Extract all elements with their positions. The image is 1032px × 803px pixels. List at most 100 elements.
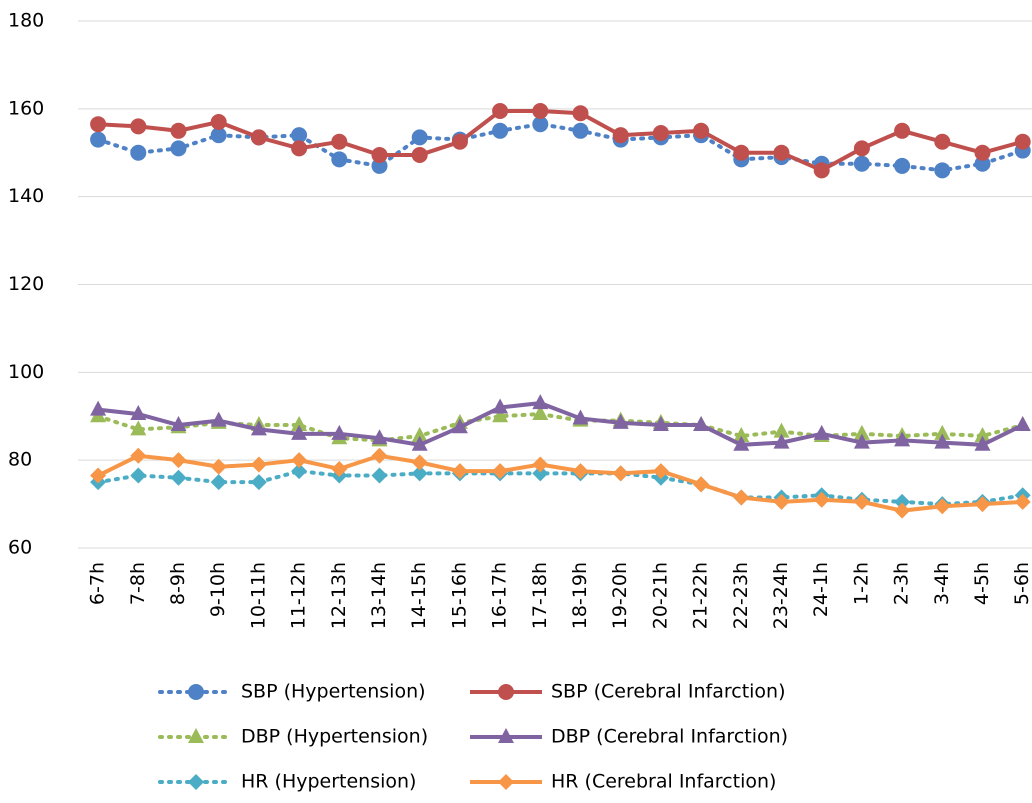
marker xyxy=(733,144,750,161)
x-tick-label: 11-12h xyxy=(288,562,310,629)
x-tick-label: 23-24h xyxy=(770,562,792,629)
marker xyxy=(492,122,509,139)
marker xyxy=(130,405,147,421)
line xyxy=(97,401,1024,447)
marker xyxy=(934,162,951,179)
marker xyxy=(652,463,669,480)
marker xyxy=(773,493,790,510)
marker xyxy=(371,157,388,174)
marker xyxy=(853,424,870,440)
marker xyxy=(411,454,428,471)
marker xyxy=(411,129,428,146)
y-tick-label: 120 xyxy=(8,273,44,295)
marker xyxy=(532,405,549,421)
marker xyxy=(934,133,951,150)
marker xyxy=(572,409,589,425)
marker xyxy=(291,416,308,432)
marker xyxy=(250,420,267,436)
marker xyxy=(291,127,308,144)
marker xyxy=(371,429,388,445)
marker xyxy=(210,458,227,475)
x-tick-label: 19-20h xyxy=(609,562,631,629)
x-tick-label: 24-1h xyxy=(810,562,832,617)
x-tick-label: 9-10h xyxy=(207,562,229,617)
marker xyxy=(853,140,870,157)
marker xyxy=(130,447,147,464)
marker xyxy=(130,144,147,161)
marker xyxy=(773,422,790,438)
series xyxy=(90,103,1031,179)
marker xyxy=(733,427,750,443)
marker xyxy=(492,103,509,120)
marker xyxy=(411,146,428,163)
line xyxy=(96,412,1025,443)
series xyxy=(90,394,1031,451)
x-tick-label: 1-2h xyxy=(850,562,872,605)
marker xyxy=(170,416,187,432)
marker xyxy=(532,394,549,410)
marker xyxy=(291,140,308,157)
marker xyxy=(492,463,509,480)
marker xyxy=(188,684,204,700)
marker xyxy=(974,144,991,161)
marker xyxy=(371,447,388,464)
marker xyxy=(733,489,750,506)
marker xyxy=(813,162,830,179)
x-tick-label: 5-6h xyxy=(1011,562,1032,605)
marker xyxy=(894,493,911,510)
legend-label: HR (Cerebral Infarction) xyxy=(551,771,776,793)
marker xyxy=(492,398,509,414)
marker xyxy=(411,427,428,443)
series xyxy=(90,447,1031,519)
marker xyxy=(612,465,629,482)
marker xyxy=(853,493,870,510)
y-tick-label: 180 xyxy=(8,10,44,32)
marker xyxy=(250,474,267,491)
legend-item: DBP (Cerebral Infarction) xyxy=(470,726,788,748)
marker xyxy=(291,452,308,469)
marker xyxy=(894,157,911,174)
marker xyxy=(934,498,951,515)
legend-item: HR (Cerebral Infarction) xyxy=(470,771,776,793)
legend-label: DBP (Cerebral Infarction) xyxy=(551,726,788,748)
legend-label: SBP (Hypertension) xyxy=(241,681,426,703)
marker xyxy=(498,684,514,700)
marker xyxy=(974,435,991,451)
x-tick-label: 22-23h xyxy=(730,562,752,629)
marker xyxy=(90,467,107,484)
marker xyxy=(894,122,911,139)
y-tick-label: 140 xyxy=(8,185,44,207)
marker xyxy=(652,124,669,141)
marker xyxy=(733,435,750,451)
marker xyxy=(331,151,348,168)
line xyxy=(96,469,1025,507)
marker xyxy=(492,407,509,423)
x-tick-label: 15-16h xyxy=(448,562,470,629)
marker xyxy=(188,728,204,743)
marker xyxy=(934,433,951,449)
marker xyxy=(532,465,549,482)
marker xyxy=(210,411,227,427)
marker xyxy=(572,463,589,480)
y-tick-label: 60 xyxy=(8,537,32,559)
marker xyxy=(331,460,348,477)
x-tick-label: 20-21h xyxy=(649,562,671,629)
x-tick-label: 8-9h xyxy=(167,562,189,605)
y-tick-label: 100 xyxy=(8,361,44,383)
x-tick-label: 6-7h xyxy=(87,562,109,605)
marker xyxy=(188,774,204,790)
marker xyxy=(90,131,107,148)
marker xyxy=(532,103,549,120)
x-tick-label: 18-19h xyxy=(569,562,591,629)
x-tick-label: 4-5h xyxy=(971,562,993,605)
marker xyxy=(371,467,388,484)
marker xyxy=(210,474,227,491)
marker xyxy=(1014,416,1031,432)
series xyxy=(90,463,1031,513)
legend-label: SBP (Cerebral Infarction) xyxy=(551,681,786,703)
marker xyxy=(498,774,514,790)
marker xyxy=(170,122,187,139)
marker xyxy=(498,728,514,743)
marker xyxy=(170,452,187,469)
marker xyxy=(974,155,991,172)
